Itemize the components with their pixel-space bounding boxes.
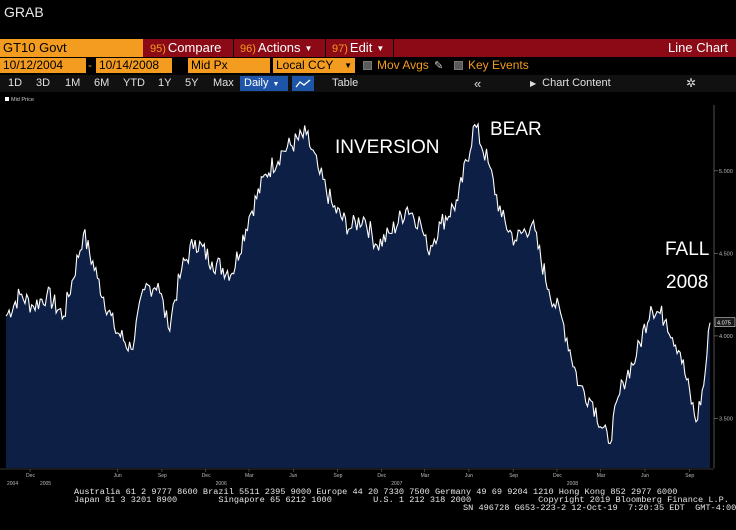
annotation-text: INVERSION bbox=[335, 137, 440, 158]
x-tick-label: Jun bbox=[114, 473, 122, 479]
x-tick-label: Dec bbox=[553, 473, 562, 479]
key-events-label: Key Events bbox=[468, 58, 529, 72]
last-value-label: 4.075 bbox=[717, 321, 731, 327]
x-year-label: 2005 bbox=[40, 481, 51, 486]
pencil-icon[interactable]: ✎ bbox=[434, 60, 444, 72]
range-3d[interactable]: 3D bbox=[36, 77, 51, 89]
x-tick-label: Sep bbox=[509, 473, 518, 479]
range-6m[interactable]: 6M bbox=[94, 77, 110, 89]
key-events-checkbox[interactable] bbox=[454, 61, 463, 70]
chevron-down-icon: ▼ bbox=[344, 61, 352, 70]
chart-content-button[interactable]: ▶ Chart Content bbox=[530, 75, 611, 92]
edit-menu[interactable]: 97) Edit ▼ bbox=[332, 39, 384, 57]
y-tick-label: 5.000 bbox=[719, 169, 733, 175]
mov-avgs-label: Mov Avgs bbox=[377, 58, 429, 72]
footer-session-line: SN 496728 G653-223-2 12-Oct-19 7:20:35 E… bbox=[463, 503, 736, 513]
x-tick-label: Mar bbox=[421, 473, 430, 479]
range-1d[interactable]: 1D bbox=[8, 77, 23, 89]
caret-right-icon: ▶ bbox=[530, 79, 537, 88]
x-year-label: 2006 bbox=[216, 481, 227, 486]
actions-menu[interactable]: 96) Actions ▼ bbox=[240, 39, 312, 57]
actions-label: Actions bbox=[257, 40, 301, 55]
price-area-fill bbox=[6, 124, 710, 468]
chart-content-label: Chart Content bbox=[542, 77, 611, 89]
x-tick-label: Sep bbox=[685, 473, 694, 479]
chevron-down-icon: ▼ bbox=[376, 44, 385, 53]
x-tick-label: Jun bbox=[641, 473, 649, 479]
command-bar: GT10 Govt 95) Compare 96) Actions ▼ 97) Edit… bbox=[0, 39, 736, 57]
window-title: GRAB bbox=[4, 4, 44, 20]
divider bbox=[393, 39, 394, 57]
divider bbox=[233, 39, 234, 57]
price-series-line bbox=[5, 122, 711, 445]
annotation-text: BEAR bbox=[490, 119, 542, 140]
x-tick-label: Dec bbox=[377, 473, 386, 479]
x-tick-label: Dec bbox=[202, 473, 211, 479]
edit-shortcut: 97) bbox=[332, 43, 348, 55]
x-tick-label: Sep bbox=[334, 473, 343, 479]
x-tick-label: Jun bbox=[465, 473, 473, 479]
field-select-value: Mid Px bbox=[191, 58, 228, 72]
range-bar: 1D 3D 1M 6M YTD 1Y 5Y Max Daily ▼ Table «… bbox=[0, 75, 736, 92]
edit-label: Edit bbox=[349, 40, 373, 55]
range-ytd[interactable]: YTD bbox=[123, 77, 145, 89]
field-select[interactable]: Mid Px bbox=[188, 58, 270, 73]
compare-shortcut: 95) bbox=[150, 43, 166, 55]
period-select-value: Daily bbox=[244, 77, 269, 89]
actions-shortcut: 96) bbox=[240, 43, 256, 55]
period-select[interactable]: Daily ▼ bbox=[240, 76, 288, 91]
gear-icon[interactable]: ✲ bbox=[686, 76, 697, 90]
range-1m[interactable]: 1M bbox=[65, 77, 81, 89]
chevron-down-icon: ▼ bbox=[272, 81, 280, 88]
chevron-down-icon: ▼ bbox=[304, 44, 313, 53]
chart-area[interactable]: Mid Price 5.000 4.500 4.000 3.500 4.075 Dec Jun… bbox=[0, 93, 736, 487]
line-chart-icon[interactable] bbox=[292, 76, 314, 91]
annotation-text: FALL bbox=[665, 239, 709, 260]
x-tick-label: Mar bbox=[245, 473, 254, 479]
ticker-field[interactable]: GT10 Govt bbox=[0, 39, 143, 57]
range-1y[interactable]: 1Y bbox=[158, 77, 172, 89]
x-tick-label: Jun bbox=[289, 473, 297, 479]
x-year-label: 2008 bbox=[567, 481, 578, 486]
x-tick-label: Dec bbox=[26, 473, 35, 479]
end-date-field[interactable]: 10/14/2008 bbox=[96, 58, 172, 73]
y-tick-label: 4.000 bbox=[719, 334, 733, 340]
mov-avgs-checkbox[interactable] bbox=[363, 61, 372, 70]
currency-select-value: Local CCY bbox=[276, 58, 334, 72]
footer-phones-line: Australia 61 2 9777 8600 Brazil 5511 239… bbox=[74, 487, 678, 497]
y-tick-label: 3.500 bbox=[719, 416, 733, 422]
y-tick-label: 4.500 bbox=[719, 251, 733, 257]
table-button[interactable]: Table bbox=[332, 77, 359, 89]
legend-label: Mid Price bbox=[11, 97, 34, 103]
compare-button[interactable]: 95) Compare bbox=[150, 39, 221, 57]
divider bbox=[325, 39, 326, 57]
range-max[interactable]: Max bbox=[213, 77, 234, 89]
annotation-text: 2008 bbox=[666, 272, 708, 293]
double-chevron-left-icon[interactable]: « bbox=[474, 76, 482, 91]
x-year-label: 2004 bbox=[7, 481, 18, 486]
start-date-field[interactable]: 10/12/2004 bbox=[0, 58, 86, 73]
currency-select[interactable]: Local CCY ▼ bbox=[273, 58, 355, 73]
settings-bar: 10/12/2004 - 10/14/2008 Mid Px Local CCY… bbox=[0, 58, 736, 74]
legend-swatch bbox=[5, 97, 9, 101]
footer-copyright-line: Japan 81 3 3201 8900 Singapore 65 6212 1… bbox=[74, 495, 729, 505]
price-chart[interactable]: Mid Price 5.000 4.500 4.000 3.500 4.075 Dec Jun… bbox=[0, 93, 736, 487]
x-tick-label: Sep bbox=[158, 473, 167, 479]
x-tick-label: Mar bbox=[597, 473, 606, 479]
range-5y[interactable]: 5Y bbox=[185, 77, 199, 89]
compare-label: Compare bbox=[167, 40, 222, 55]
view-title: Line Chart bbox=[668, 40, 728, 55]
x-year-label: 2007 bbox=[391, 481, 402, 486]
date-separator: - bbox=[88, 58, 92, 72]
last-value-box bbox=[714, 317, 736, 327]
footer: Australia 61 2 9777 8600 Brazil 5511 239… bbox=[0, 486, 736, 530]
